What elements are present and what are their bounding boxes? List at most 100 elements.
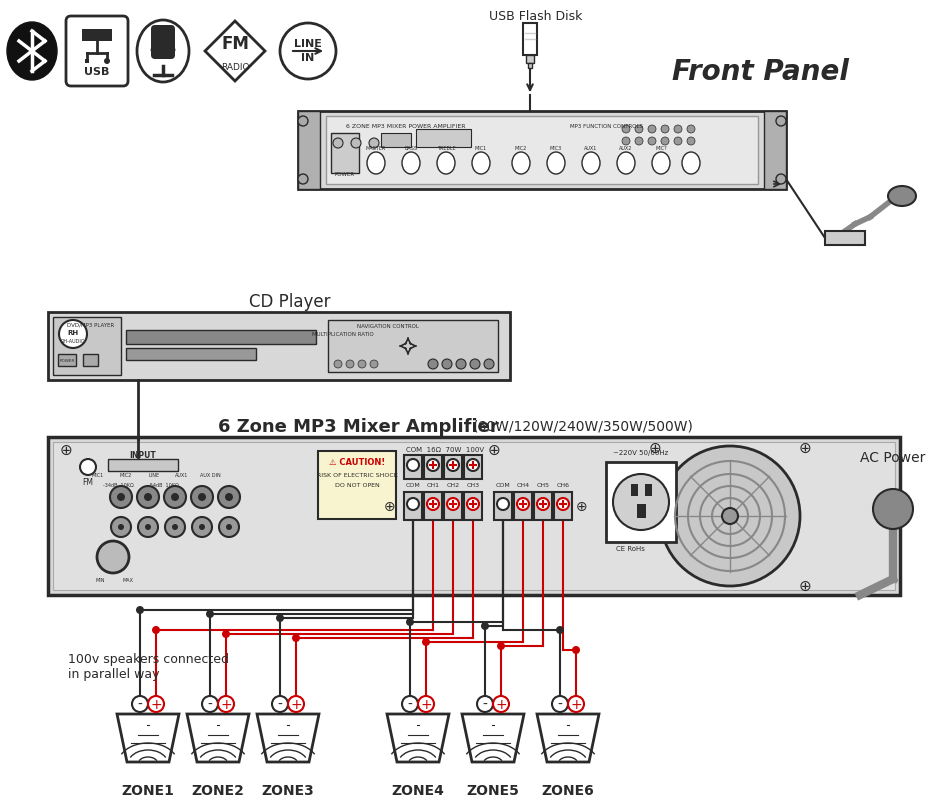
Bar [606,463,676,542]
Text: CH6: CH6 [556,483,570,488]
Text: (60W/120W/240W/350W/500W): (60W/120W/240W/350W/500W) [473,419,694,433]
Text: -: - [137,697,143,711]
Circle shape [136,606,144,614]
Bar [126,349,256,361]
Circle shape [722,508,738,525]
Bar [53,318,121,375]
Text: MIC3: MIC3 [550,145,562,150]
Circle shape [117,493,125,501]
Circle shape [556,626,564,634]
Circle shape [493,696,509,712]
Circle shape [202,696,218,712]
Circle shape [427,460,439,472]
Circle shape [484,359,494,370]
Ellipse shape [617,153,635,175]
Bar [331,134,359,174]
Circle shape [218,696,234,712]
Text: -54dB  10KΩ: -54dB 10KΩ [148,483,179,488]
Circle shape [298,117,308,127]
Text: CH2: CH2 [446,483,460,488]
Text: MULTIPLICATION RATIO: MULTIPLICATION RATIO [312,332,374,337]
Circle shape [517,498,529,510]
Text: CH1: CH1 [427,483,440,488]
Circle shape [674,138,682,146]
Text: BASS: BASS [404,145,417,150]
Text: AUX2: AUX2 [619,145,633,150]
Text: MASTER: MASTER [366,145,386,150]
Ellipse shape [682,153,700,175]
Text: 6 Zone MP3 Mixer Amplifier: 6 Zone MP3 Mixer Amplifier [218,418,498,435]
Text: RH-AUDIO: RH-AUDIO [61,339,86,344]
Ellipse shape [582,153,600,175]
Circle shape [172,525,178,530]
Circle shape [481,622,489,630]
Circle shape [557,498,569,510]
Circle shape [635,138,643,146]
Circle shape [219,517,239,537]
Text: ⊕: ⊕ [799,577,811,593]
FancyBboxPatch shape [66,17,128,87]
Circle shape [148,696,164,712]
Text: ZONE1: ZONE1 [121,783,175,797]
Ellipse shape [137,21,189,83]
Text: RISK OF ELECTRIC SHOCK: RISK OF ELECTRIC SHOCK [317,473,398,478]
Circle shape [422,638,430,646]
Circle shape [467,460,479,472]
Text: ⊕: ⊕ [488,442,500,457]
Circle shape [552,696,568,712]
Text: AUX1: AUX1 [585,145,598,150]
Text: LINE: LINE [149,473,160,478]
Circle shape [222,630,230,638]
Bar [48,313,510,380]
Circle shape [406,618,414,626]
Bar [53,443,895,590]
Text: MAX: MAX [122,577,133,583]
Bar [83,354,98,367]
Text: +: + [571,697,582,711]
Text: MIC?: MIC? [655,145,666,150]
Circle shape [622,138,630,146]
Ellipse shape [652,153,670,175]
Text: ⊕: ⊕ [649,440,662,455]
Polygon shape [387,714,449,762]
Text: -: - [277,697,282,711]
Circle shape [280,24,336,80]
Bar [328,321,498,373]
Circle shape [661,126,669,134]
Text: MIC2: MIC2 [120,473,133,478]
Circle shape [137,486,159,508]
Bar [464,492,482,520]
Bar [523,24,537,56]
Circle shape [97,541,129,573]
Bar [637,504,646,518]
Circle shape [456,359,466,370]
Text: COM  16Ω  70W  100V: COM 16Ω 70W 100V [406,447,484,452]
Text: CH3: CH3 [466,483,479,488]
Text: ~220V 50/60Hz: ~220V 50/60Hz [614,449,668,456]
Circle shape [447,460,459,472]
Circle shape [80,460,96,476]
Circle shape [276,614,284,622]
Polygon shape [537,714,599,762]
Text: -: - [208,697,212,711]
Circle shape [648,138,656,146]
Text: MIC2: MIC2 [515,145,527,150]
Circle shape [477,696,493,712]
Circle shape [145,525,151,530]
Bar [444,456,462,480]
Circle shape [358,361,366,369]
Bar [534,492,552,520]
Circle shape [192,517,212,537]
Bar [424,492,442,520]
Circle shape [568,696,584,712]
Circle shape [572,646,580,654]
Text: ZONE3: ZONE3 [261,783,314,797]
Bar [554,492,572,520]
Text: +: + [150,697,162,711]
Bar [298,111,320,190]
Bar [494,492,512,520]
Circle shape [298,175,308,184]
Text: CH5: CH5 [537,483,550,488]
Circle shape [111,517,131,537]
Circle shape [59,321,87,349]
